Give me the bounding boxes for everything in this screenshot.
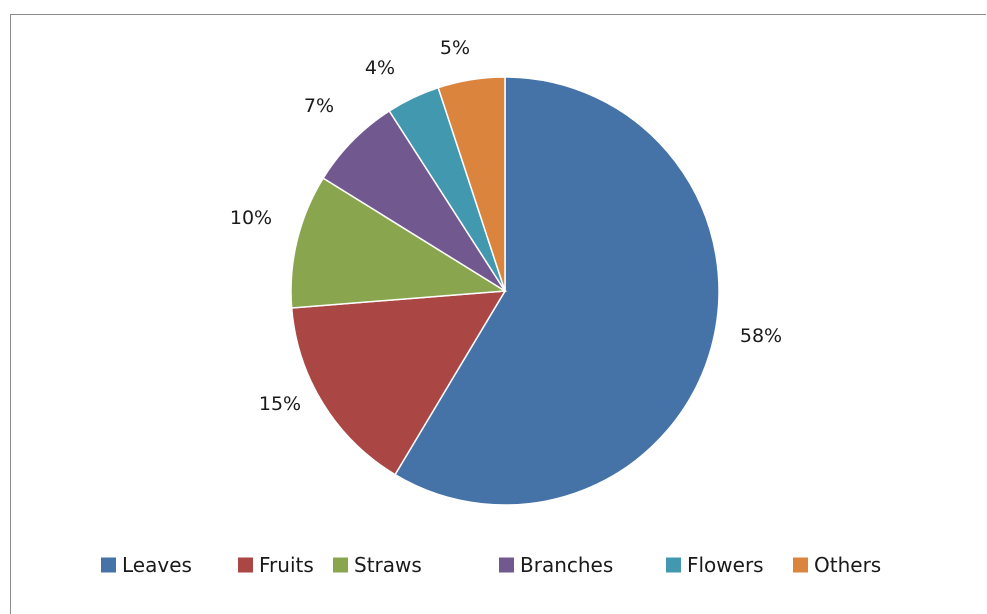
pie-slice-fruits xyxy=(290,290,507,476)
legend-item-leaves: Leaves xyxy=(101,553,192,577)
value-label-others: 5% xyxy=(440,37,470,59)
legend-label-flowers: Flowers xyxy=(687,553,764,577)
legend: Leaves Fruits Straws Branches Flowers Others xyxy=(101,553,881,577)
value-label-leaves: 58% xyxy=(740,325,782,347)
legend-item-straws: Straws xyxy=(333,553,422,577)
legend-item-branches: Branches xyxy=(499,553,613,577)
value-label-straws: 10% xyxy=(230,207,272,229)
legend-swatch-branches xyxy=(499,557,514,573)
legend-item-others: Others xyxy=(793,553,881,577)
legend-label-straws: Straws xyxy=(354,553,422,577)
value-label-flowers: 4% xyxy=(365,57,395,79)
legend-swatch-fruits xyxy=(238,557,253,573)
legend-swatch-flowers xyxy=(666,557,681,573)
value-label-fruits: 15% xyxy=(259,393,301,415)
legend-label-fruits: Fruits xyxy=(259,553,314,577)
legend-swatch-straws xyxy=(333,557,348,573)
legend-label-leaves: Leaves xyxy=(122,553,192,577)
legend-swatch-leaves xyxy=(101,557,116,573)
legend-label-others: Others xyxy=(814,553,881,577)
legend-item-flowers: Flowers xyxy=(666,553,764,577)
pie-slices xyxy=(290,76,720,506)
pie-chart: 58% 15% 10% 7% 4% 5% Leaves Fruits Straws Branch… xyxy=(101,37,881,577)
pie-slice-leaves xyxy=(394,76,720,506)
legend-swatch-others xyxy=(793,557,808,573)
legend-item-fruits: Fruits xyxy=(238,553,314,577)
pie-slice-others xyxy=(437,76,506,292)
legend-label-branches: Branches xyxy=(520,553,613,577)
pie-value-labels: 58% 15% 10% 7% 4% 5% xyxy=(230,37,782,415)
value-label-branches: 7% xyxy=(304,95,334,117)
pie-slice-straws xyxy=(290,177,508,309)
